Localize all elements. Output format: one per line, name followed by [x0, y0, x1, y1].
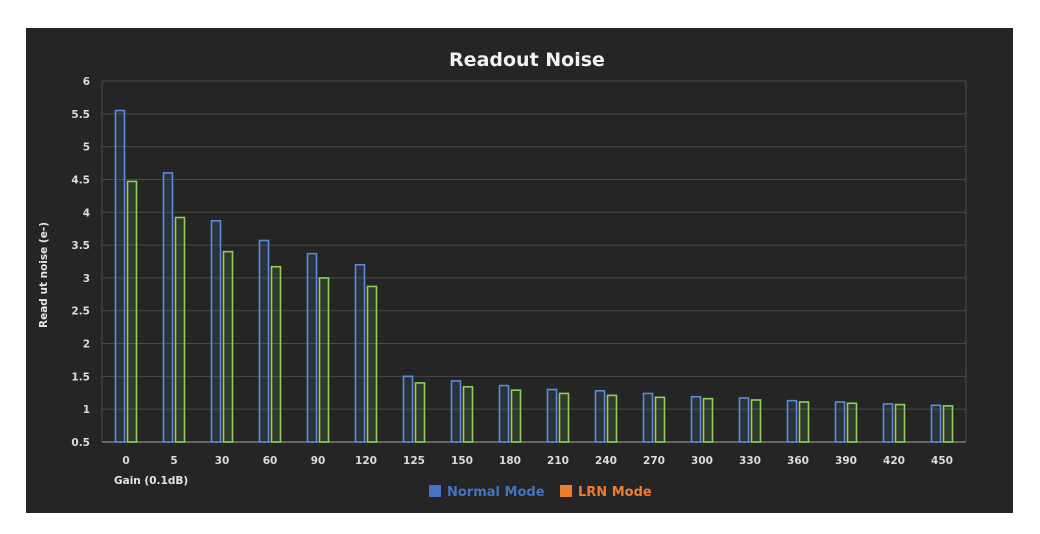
bar-normal-mode — [546, 388, 558, 443]
chart-title: Readout Noise — [449, 49, 605, 71]
bar-lrn-mode — [366, 285, 378, 443]
legend-swatch-normal-mode — [429, 485, 441, 497]
legend-label-normal-mode: Normal Mode — [447, 485, 545, 500]
y-axis-ticks: 0.5 1 1.5 2 2.5 3 3.5 4 4.5 5 5.5 6 — [71, 76, 90, 449]
bar-lrn-mode — [318, 277, 330, 443]
bar-lrn-mode — [558, 392, 570, 443]
bar-lrn-mode — [414, 382, 426, 443]
bar-lrn-mode — [126, 180, 138, 443]
bar-normal-mode — [690, 395, 702, 443]
x-tick-label: 360 — [787, 455, 809, 467]
bar-normal-mode — [162, 172, 174, 443]
y-tick-label: 5.5 — [71, 109, 90, 121]
bar-lrn-mode — [654, 396, 666, 443]
chart-panel: Readout Noise 0.5 1 1.5 2 2.5 3 3.5 4 4.5 5 5.5 6 0… — [26, 28, 1013, 513]
bar-lrn-mode — [462, 386, 474, 443]
y-tick-label: 1 — [83, 404, 90, 416]
bar-normal-mode — [402, 375, 414, 443]
x-tick-label: 330 — [739, 455, 761, 467]
bar-lrn-mode — [846, 402, 858, 443]
x-tick-label: 0 — [122, 455, 129, 467]
legend-label-lrn-mode: LRN Mode — [578, 485, 652, 500]
x-axis-label: Gain (0.1dB) — [114, 475, 188, 487]
bar-normal-mode — [306, 252, 318, 443]
readout-noise-chart: Readout Noise 0.5 1 1.5 2 2.5 3 3.5 4 4.5 5 5.5 6 0… — [38, 49, 967, 500]
grid-lines — [101, 80, 967, 443]
bars — [114, 109, 954, 443]
bar-lrn-mode — [606, 394, 618, 443]
bar-normal-mode — [354, 263, 366, 443]
x-tick-label: 125 — [403, 455, 425, 467]
y-tick-label: 1.5 — [71, 371, 90, 383]
bar-normal-mode — [930, 404, 942, 443]
bar-normal-mode — [642, 392, 654, 443]
bar-lrn-mode — [174, 216, 186, 443]
x-tick-label: 390 — [835, 455, 857, 467]
bar-normal-mode — [114, 109, 126, 443]
bar-lrn-mode — [222, 250, 234, 443]
y-tick-label: 4 — [83, 207, 90, 219]
bar-lrn-mode — [702, 397, 714, 443]
y-tick-label: 5 — [83, 142, 90, 154]
x-tick-label: 5 — [170, 455, 177, 467]
legend: Normal Mode LRN Mode — [429, 485, 652, 500]
y-tick-label: 2.5 — [71, 306, 90, 318]
bar-lrn-mode — [750, 399, 762, 443]
x-tick-label: 300 — [691, 455, 713, 467]
bar-normal-mode — [498, 384, 510, 443]
bar-normal-mode — [882, 403, 894, 443]
x-tick-label: 210 — [547, 455, 569, 467]
y-axis-label: Read ut noise (e-) — [38, 222, 50, 328]
x-tick-label: 450 — [931, 455, 953, 467]
bar-lrn-mode — [798, 401, 810, 443]
bar-normal-mode — [786, 399, 798, 443]
y-tick-label: 3.5 — [71, 240, 90, 252]
legend-item-normal-mode[interactable]: Normal Mode — [429, 485, 545, 500]
legend-swatch-lrn-mode — [560, 485, 572, 497]
x-tick-label: 180 — [499, 455, 521, 467]
bar-normal-mode — [594, 390, 606, 443]
x-tick-label: 90 — [311, 455, 326, 467]
legend-item-lrn-mode[interactable]: LRN Mode — [560, 485, 652, 500]
bar-normal-mode — [834, 401, 846, 443]
x-tick-label: 120 — [355, 455, 377, 467]
bar-normal-mode — [258, 239, 270, 443]
y-tick-label: 2 — [83, 339, 90, 351]
bar-normal-mode — [210, 220, 222, 443]
bar-lrn-mode — [270, 265, 282, 443]
x-tick-label: 240 — [595, 455, 617, 467]
bar-lrn-mode — [942, 405, 954, 443]
bar-lrn-mode — [894, 403, 906, 443]
x-tick-label: 420 — [883, 455, 905, 467]
y-tick-label: 0.5 — [71, 437, 90, 449]
x-tick-label: 60 — [263, 455, 278, 467]
x-tick-label: 150 — [451, 455, 473, 467]
y-tick-label: 6 — [83, 76, 90, 88]
bar-normal-mode — [450, 380, 462, 443]
y-tick-label: 3 — [83, 273, 90, 285]
x-tick-label: 270 — [643, 455, 665, 467]
y-tick-label: 4.5 — [71, 174, 90, 186]
bar-normal-mode — [738, 397, 750, 443]
x-axis-ticks: 0 5 30 60 90 120 125 150 180 210 240 270 300 330 360 39… — [122, 455, 953, 467]
bar-lrn-mode — [510, 389, 522, 443]
x-tick-label: 30 — [215, 455, 230, 467]
